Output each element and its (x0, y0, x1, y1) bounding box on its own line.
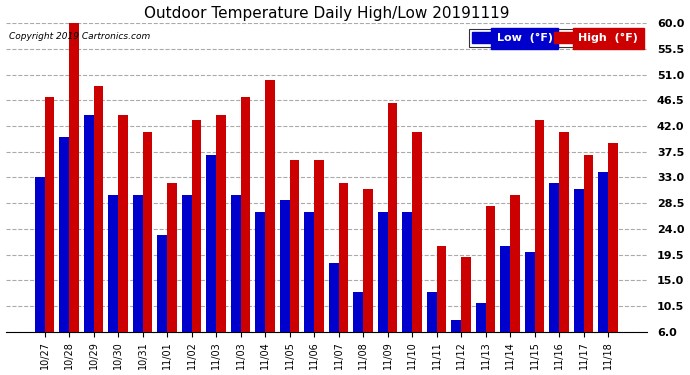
Bar (69, 17, 79, 332)
Bar (167, 183, 177, 332)
Bar (230, 195, 241, 332)
Bar (437, 246, 446, 332)
Bar (574, 189, 584, 332)
Bar (143, 132, 152, 332)
Bar (486, 206, 495, 332)
Bar (535, 120, 544, 332)
Bar (108, 195, 118, 332)
Bar (45, 98, 55, 332)
Bar (328, 263, 339, 332)
Bar (157, 235, 167, 332)
Bar (255, 212, 265, 332)
Bar (353, 292, 363, 332)
Bar (378, 212, 388, 332)
Bar (192, 120, 201, 332)
Bar (34, 177, 45, 332)
Bar (314, 160, 324, 332)
Bar (241, 98, 250, 332)
Bar (339, 183, 348, 332)
Bar (608, 143, 618, 332)
Bar (525, 252, 535, 332)
Bar (584, 154, 593, 332)
Bar (265, 80, 275, 332)
Bar (388, 103, 397, 332)
Title: Outdoor Temperature Daily High/Low 20191119: Outdoor Temperature Daily High/Low 20191… (144, 6, 509, 21)
Bar (549, 183, 559, 332)
Text: Copyright 2019 Cartronics.com: Copyright 2019 Cartronics.com (9, 32, 150, 41)
Bar (461, 257, 471, 332)
Bar (304, 212, 314, 332)
Bar (451, 320, 461, 332)
Bar (290, 160, 299, 332)
Bar (363, 189, 373, 332)
Bar (510, 195, 520, 332)
Bar (83, 114, 94, 332)
Bar (132, 195, 143, 332)
Bar (59, 137, 69, 332)
Bar (559, 132, 569, 332)
Bar (598, 172, 608, 332)
Bar (94, 86, 104, 332)
Bar (118, 114, 128, 332)
Bar (216, 114, 226, 332)
Bar (412, 132, 422, 332)
Legend: Low  (°F), High  (°F): Low (°F), High (°F) (469, 28, 642, 47)
Bar (500, 246, 510, 332)
Bar (402, 212, 412, 332)
Bar (427, 292, 437, 332)
Bar (476, 303, 486, 332)
Bar (181, 195, 192, 332)
Bar (206, 154, 216, 332)
Bar (279, 200, 290, 332)
